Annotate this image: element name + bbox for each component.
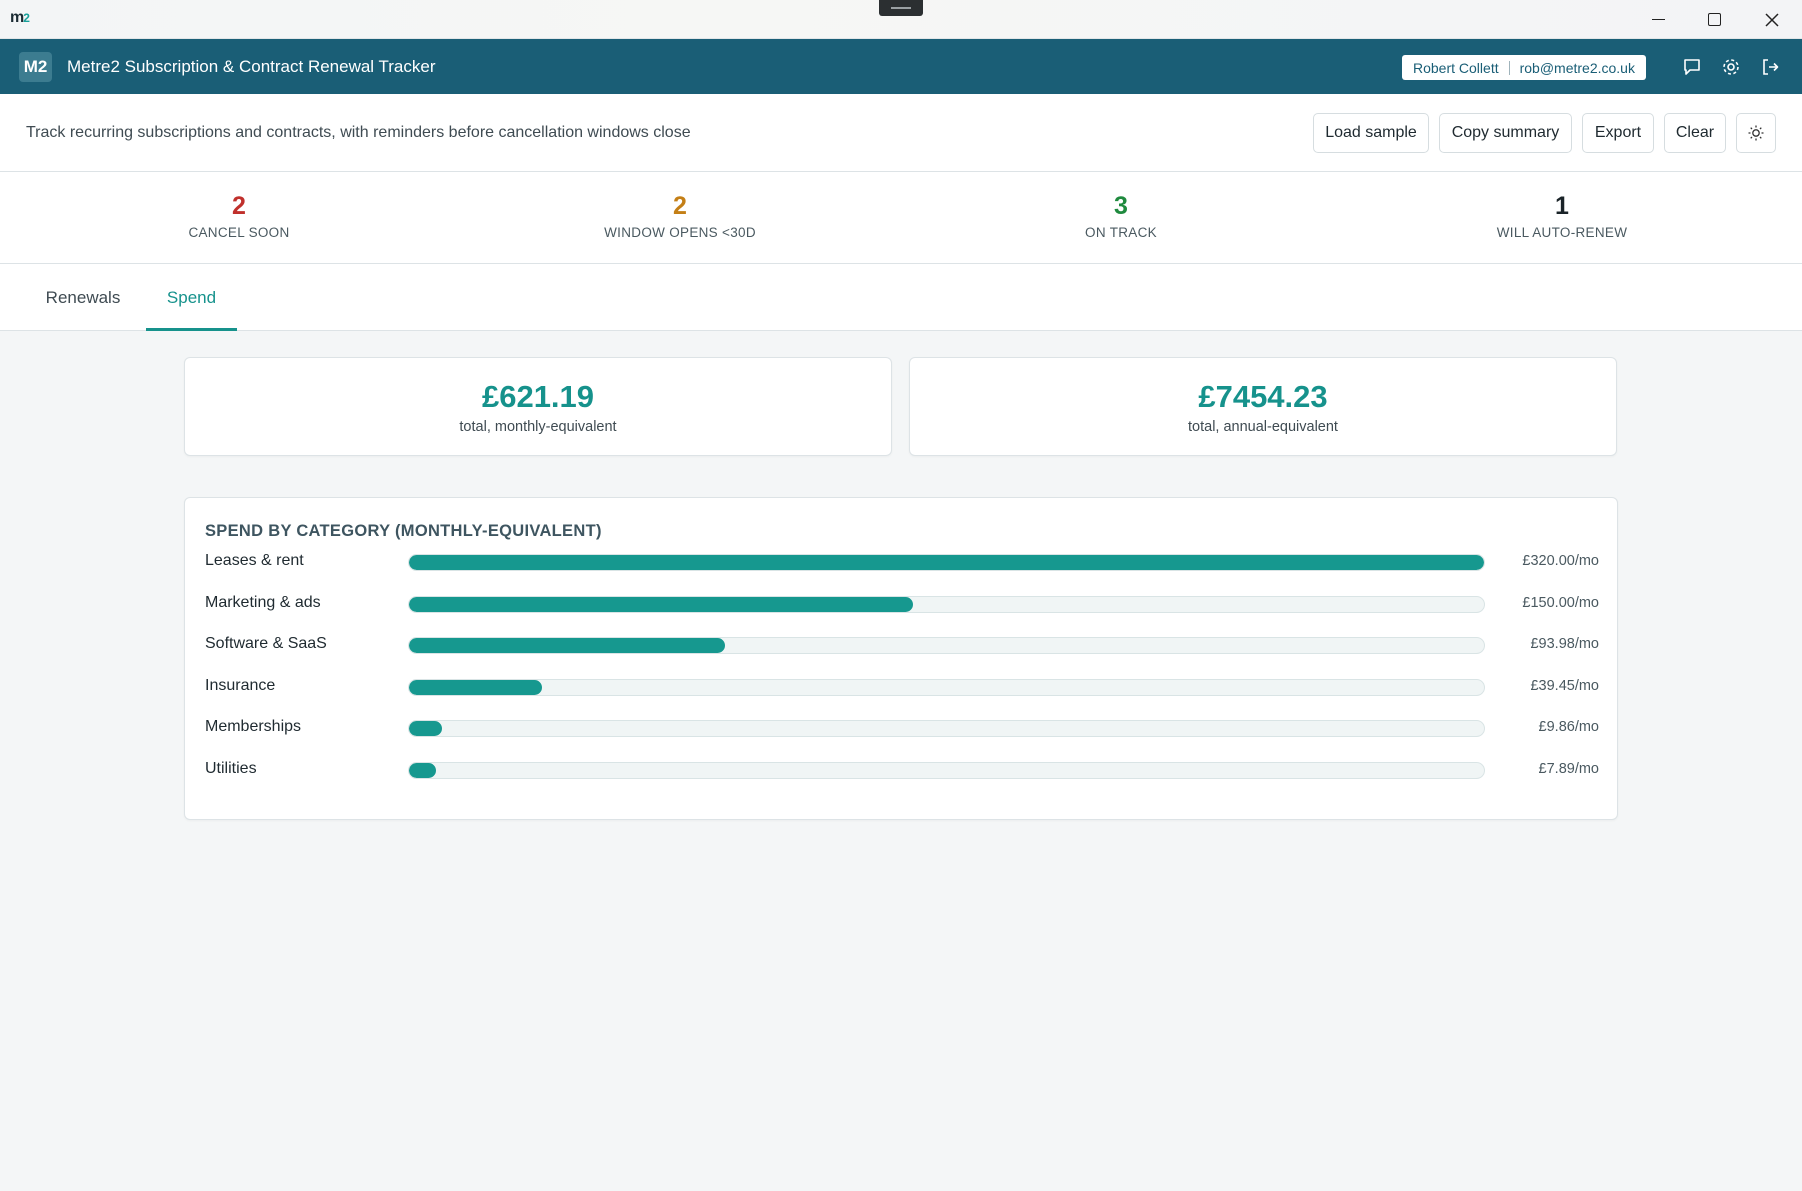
monthly-total-value: £621.19	[481, 379, 595, 414]
stat-window-opens: 2 WINDOW OPENS <30D	[530, 192, 830, 240]
chart-bar-track	[408, 720, 1485, 737]
chat-icon	[1684, 59, 1700, 75]
clear-button[interactable]: Clear	[1664, 113, 1726, 153]
export-button[interactable]: Export	[1582, 113, 1654, 153]
monthly-total-card: £621.19 total, monthly-equivalent	[184, 357, 892, 456]
app-header: M2 Metre2 Subscription & Contract Renewa…	[0, 39, 1802, 94]
chart-value-label: £150.00/mo	[1522, 594, 1599, 611]
gear-icon	[1723, 59, 1739, 75]
chart-bar	[409, 721, 443, 736]
tab-renewals[interactable]: Renewals	[45, 287, 121, 307]
divider	[1508, 60, 1510, 75]
tab-bar: Renewals Spend	[0, 264, 1802, 331]
user-chip[interactable]: Robert Collett rob@metre2.co.uk	[1402, 55, 1646, 80]
window-titlebar: m2	[0, 0, 1802, 39]
chart-value-label: £320.00/mo	[1522, 553, 1599, 569]
chart-bar	[409, 555, 1484, 570]
chart-bar	[409, 596, 913, 612]
app-title: Metre2 Subscription & Contract Renewal T…	[67, 57, 436, 76]
stat-label: WINDOW OPENS <30D	[604, 225, 756, 240]
logout-button[interactable]	[1758, 55, 1782, 79]
app-logo: m2	[10, 9, 30, 26]
monthly-total-label: total, monthly-equivalent	[459, 419, 617, 435]
minimize-button[interactable]	[1630, 0, 1686, 39]
copy-summary-button[interactable]: Copy summary	[1439, 113, 1572, 153]
maximize-button[interactable]	[1686, 0, 1742, 39]
logout-icon	[1763, 59, 1779, 75]
spend-by-category-chart: SPEND BY CATEGORY (MONTHLY-EQUIVALENT) L…	[184, 497, 1618, 820]
annual-total-card: £7454.23 total, annual-equivalent	[909, 357, 1617, 456]
stat-cancel-soon: 2 CANCEL SOON	[89, 192, 389, 240]
chart-category-label: Leases & rent	[205, 552, 304, 569]
close-icon	[1765, 12, 1779, 27]
stat-value: 1	[1555, 192, 1569, 220]
theme-toggle-button[interactable]	[1736, 113, 1776, 153]
chart-bar-track	[408, 595, 1485, 613]
stat-label: WILL AUTO-RENEW	[1496, 225, 1628, 240]
annual-total-label: total, annual-equivalent	[1188, 419, 1338, 435]
chart-bar	[409, 762, 436, 778]
chart-bar-track	[408, 554, 1485, 571]
chart-value-label: £9.86/mo	[1538, 719, 1599, 735]
chart-bar-row: Utilities £7.89/mo	[205, 758, 1599, 782]
toolbar: Track recurring subscriptions and contra…	[0, 94, 1802, 172]
user-name: Robert Collett	[1413, 59, 1499, 76]
chart-bar-row: Marketing & ads £150.00/mo	[205, 592, 1599, 616]
chart-category-label: Insurance	[205, 676, 276, 694]
page-description: Track recurring subscriptions and contra…	[26, 124, 691, 141]
chart-bar-track	[408, 637, 1485, 654]
stat-label: ON TRACK	[1085, 225, 1157, 240]
app-badge: M2	[19, 52, 52, 82]
load-sample-button[interactable]: Load sample	[1313, 113, 1429, 153]
window-drag-handle[interactable]	[879, 0, 923, 16]
chart-bar-row: Insurance £39.45/mo	[205, 675, 1599, 699]
maximize-icon	[1707, 13, 1721, 26]
chart-title: SPEND BY CATEGORY (MONTHLY-EQUIVALENT)	[205, 522, 602, 540]
chart-bar-track	[408, 761, 1485, 779]
chart-category-label: Software & SaaS	[205, 635, 327, 652]
chart-bar-row: Software & SaaS £93.98/mo	[205, 633, 1599, 657]
stat-on-track: 3 ON TRACK	[971, 192, 1271, 240]
chat-button[interactable]	[1680, 55, 1704, 79]
user-email: rob@metre2.co.uk	[1519, 59, 1635, 76]
stat-value: 2	[232, 192, 246, 220]
chart-category-label: Utilities	[205, 759, 257, 777]
chart-category-label: Marketing & ads	[205, 593, 321, 611]
stats-row: 2 CANCEL SOON 2 WINDOW OPENS <30D 3 ON T…	[0, 172, 1802, 264]
stat-label: CANCEL SOON	[188, 225, 290, 240]
chart-category-label: Memberships	[205, 718, 302, 735]
sun-icon	[1748, 125, 1764, 141]
chart-bar-row: Memberships £9.86/mo	[205, 716, 1599, 740]
annual-total-value: £7454.23	[1198, 379, 1328, 414]
chart-value-label: £39.45/mo	[1530, 677, 1599, 694]
chart-value-label: £7.89/mo	[1538, 760, 1599, 777]
chart-bar	[409, 679, 542, 695]
tab-spend[interactable]: Spend	[146, 264, 237, 331]
stat-value: 3	[1114, 192, 1128, 220]
stat-value: 2	[673, 192, 687, 220]
stat-auto-renew: 1 WILL AUTO-RENEW	[1412, 192, 1712, 240]
close-button[interactable]	[1744, 0, 1800, 39]
chart-bar-track	[408, 678, 1485, 696]
chart-bar-row: Leases & rent £320.00/mo	[205, 550, 1599, 574]
minimize-icon	[1651, 19, 1665, 20]
chart-bar	[409, 638, 725, 653]
settings-button[interactable]	[1719, 55, 1743, 79]
chart-value-label: £93.98/mo	[1530, 636, 1599, 652]
